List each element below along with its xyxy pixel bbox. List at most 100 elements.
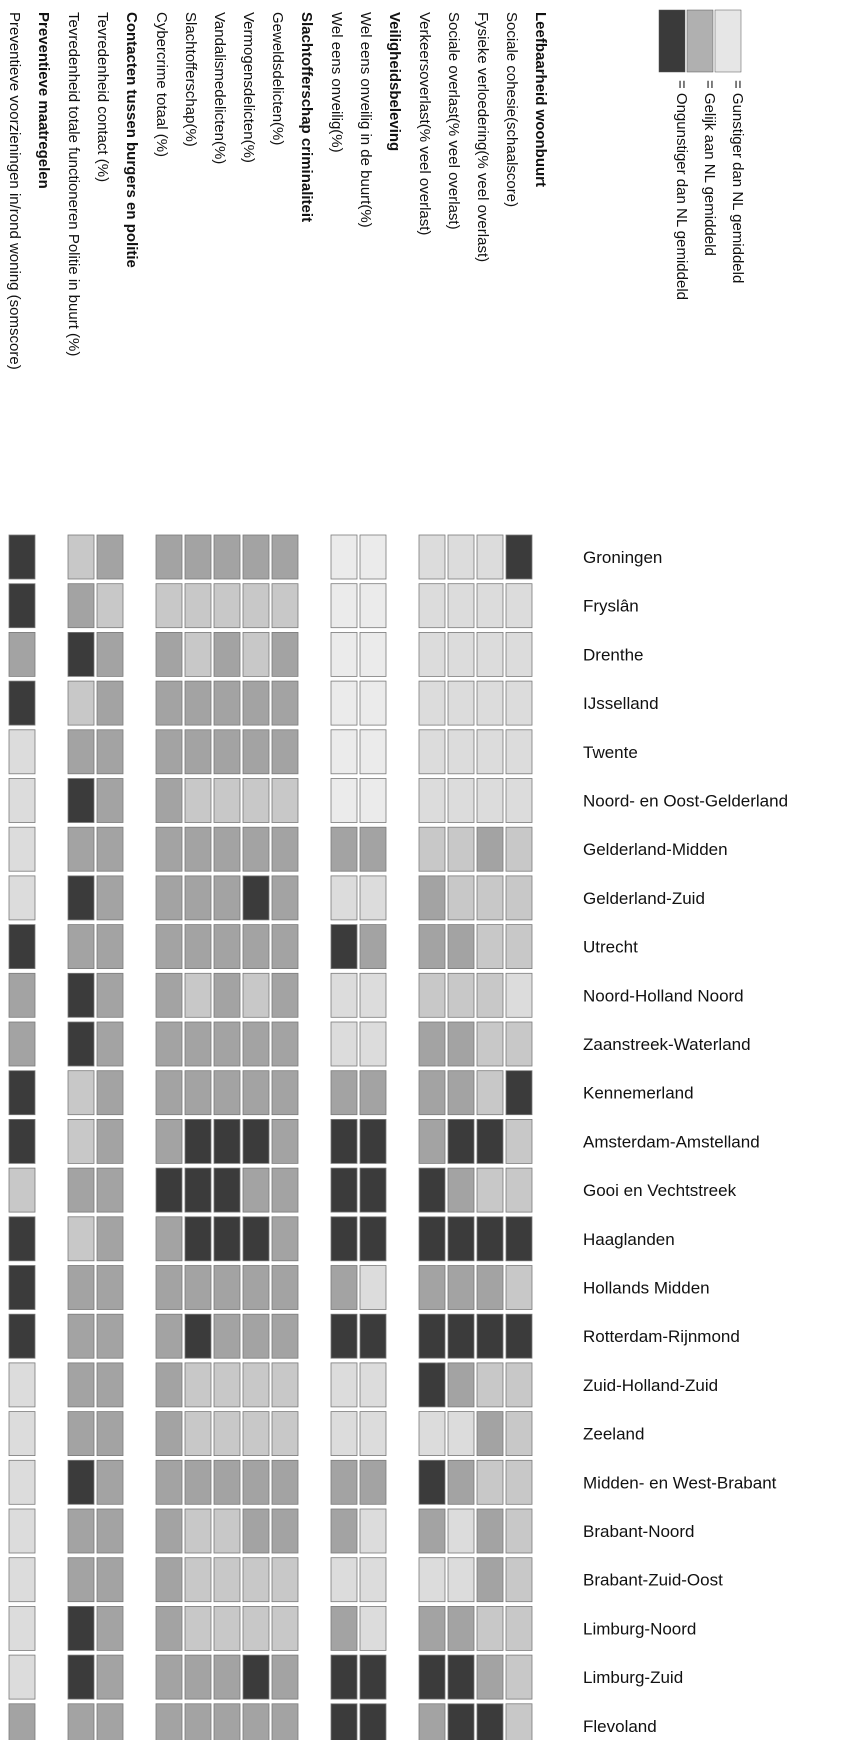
legend-swatch: [658, 9, 686, 73]
heatmap-cell: [447, 583, 475, 629]
legend-swatch: [686, 9, 714, 73]
heatmap-cell: [447, 632, 475, 677]
heatmap-cell: [213, 632, 241, 677]
heatmap-cell: [155, 924, 183, 969]
heatmap-cell: [155, 632, 183, 677]
heatmap-cell: [8, 924, 36, 969]
heatmap-cell: [330, 1703, 358, 1740]
region-label: Zaanstreek-Waterland: [583, 1035, 751, 1054]
heatmap-cell: [418, 924, 446, 969]
heatmap-cell: [67, 1654, 95, 1700]
heatmap-cell: [447, 1557, 475, 1603]
region-label: Utrecht: [583, 938, 638, 957]
heatmap-cell: [242, 729, 270, 775]
heatmap-cell: [476, 534, 504, 580]
heatmap-cell: [505, 778, 533, 823]
heatmap-cell: [155, 972, 183, 1018]
heatmap-cell: [447, 1362, 475, 1408]
heatmap-cell: [418, 1070, 446, 1116]
heatmap-cell: [359, 1265, 387, 1310]
heatmap-cell: [213, 1167, 241, 1213]
heatmap-cell: [476, 1216, 504, 1262]
heatmap-cell: [242, 1119, 270, 1164]
heatmap-cell: [184, 924, 212, 969]
indicator-label: Sociale cohesie(schaalscore): [503, 12, 520, 207]
heatmap-cell: [242, 583, 270, 629]
heatmap-cell: [447, 1167, 475, 1213]
heatmap-cell: [418, 1265, 446, 1310]
heatmap-cell: [447, 875, 475, 921]
heatmap-cell: [67, 1606, 95, 1651]
heatmap-cell: [505, 534, 533, 580]
group-heading: Veiligheidsbeleving: [386, 12, 403, 151]
heatmap-cell: [271, 1557, 299, 1603]
heatmap-cell: [476, 1070, 504, 1116]
region-label: Flevoland: [583, 1717, 657, 1736]
heatmap-cell: [213, 534, 241, 580]
indicator-label: Verkeersoverlast(% veel overlast): [416, 12, 433, 235]
heatmap-cell: [96, 1216, 124, 1262]
region-label: Brabant-Noord: [583, 1522, 695, 1541]
heatmap-cell: [67, 534, 95, 580]
heatmap-cell: [359, 1654, 387, 1700]
region-label: Midden- en West-Brabant: [583, 1473, 777, 1492]
heatmap-cell: [447, 729, 475, 775]
heatmap-cell: [418, 583, 446, 629]
heatmap-cell: [476, 1703, 504, 1740]
heatmap-cell: [242, 1703, 270, 1740]
heatmap-cell: [96, 1557, 124, 1603]
heatmap-cell: [155, 1265, 183, 1310]
heatmap-cell: [155, 1606, 183, 1651]
heatmap-cell: [213, 583, 241, 629]
heatmap-cell: [476, 729, 504, 775]
heatmap-cell: [184, 1508, 212, 1554]
heatmap-cell: [476, 1021, 504, 1067]
indicator-label: Vermogensdelicten(%): [240, 12, 257, 163]
heatmap-cell: [447, 1508, 475, 1554]
heatmap-cell: [476, 924, 504, 969]
heatmap-cell: [505, 680, 533, 726]
heatmap-cell: [418, 778, 446, 823]
heatmap-cell: [242, 778, 270, 823]
heatmap-cell: [476, 1167, 504, 1213]
heatmap-cell: [447, 1411, 475, 1456]
region-label: Twente: [583, 743, 638, 762]
heatmap-cell: [330, 1508, 358, 1554]
heatmap-cell: [8, 1411, 36, 1456]
heatmap-cell: [359, 680, 387, 726]
heatmap-cell: [155, 583, 183, 629]
heatmap-cell: [213, 924, 241, 969]
heatmap-cell: [418, 1654, 446, 1700]
heatmap-cell: [184, 1216, 212, 1262]
legend-label: = Ongunstiger dan NL gemiddeld: [673, 80, 690, 300]
heatmap-cell: [242, 1216, 270, 1262]
group-heading: Leefbaarheid woonbuurt: [532, 12, 549, 187]
region-label: Zuid-Holland-Zuid: [583, 1376, 718, 1395]
heatmap-cell: [155, 1021, 183, 1067]
heatmap-cell: [359, 583, 387, 629]
legend-swatch: [714, 9, 742, 73]
heatmap-cell: [359, 729, 387, 775]
heatmap-cell: [359, 534, 387, 580]
heatmap-cell: [505, 1362, 533, 1408]
heatmap-cell: [505, 1265, 533, 1310]
heatmap-cell: [96, 1654, 124, 1700]
heatmap-cell: [242, 1265, 270, 1310]
heatmap-cell: [96, 1606, 124, 1651]
region-label: Limburg-Zuid: [583, 1668, 683, 1687]
heatmap-cell: [213, 1459, 241, 1505]
heatmap-cell: [330, 778, 358, 823]
heatmap-cell: [155, 1703, 183, 1740]
heatmap-cell: [155, 1362, 183, 1408]
heatmap-cell: [505, 1070, 533, 1116]
region-label: Groningen: [583, 548, 662, 567]
region-label: Limburg-Noord: [583, 1619, 696, 1638]
region-label: Rotterdam-Rijnmond: [583, 1327, 740, 1346]
region-label: Gooi en Vechtstreek: [583, 1181, 737, 1200]
heatmap-cell: [476, 826, 504, 872]
heatmap-cell: [476, 680, 504, 726]
heatmap-cell: [418, 1459, 446, 1505]
heatmap-cell: [8, 583, 36, 629]
region-label: Noord-Holland Noord: [583, 986, 744, 1005]
